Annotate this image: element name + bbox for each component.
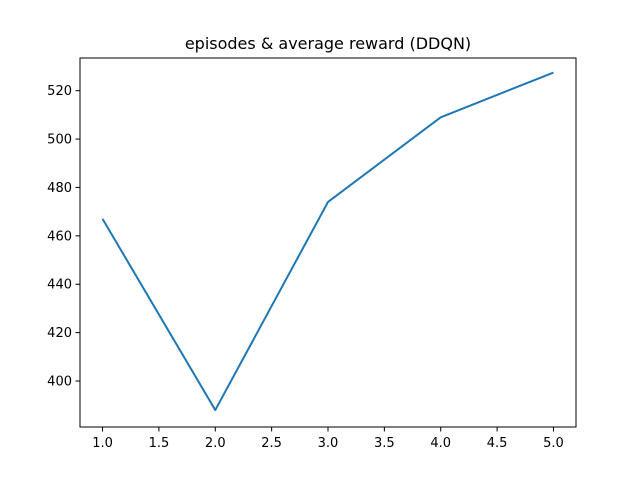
y-tick-label: 420 (47, 326, 72, 341)
y-tick-label: 480 (47, 181, 72, 196)
y-tick-label: 500 (47, 133, 72, 148)
y-axis-ticks: 400 420 440 460 480 500 520 (47, 84, 80, 390)
y-tick-label: 460 (47, 229, 72, 244)
y-tick-label: 520 (47, 84, 72, 99)
y-tick-label: 440 (47, 278, 72, 293)
x-tick-label: 1.0 (92, 436, 113, 451)
x-tick-label: 5.0 (543, 436, 564, 451)
plot-area-frame (79, 57, 577, 428)
x-tick-label: 4.0 (430, 436, 451, 451)
series-line-1 (101, 71, 554, 412)
x-tick-label: 3.5 (374, 436, 395, 451)
x-tick-label: 2.0 (205, 436, 226, 451)
x-tick-label: 3.0 (318, 436, 339, 451)
x-tick-label: 4.5 (487, 436, 508, 451)
x-tick-label: 2.5 (261, 436, 282, 451)
y-tick-label: 400 (47, 375, 72, 390)
x-tick-label: 1.5 (149, 436, 170, 451)
chart-title: episodes & average reward (DDQN) (185, 34, 471, 53)
x-axis-ticks: 1.0 1.5 2.0 2.5 3.0 3.5 4.0 4.5 5.0 (92, 427, 564, 451)
series-layer (101, 71, 554, 412)
